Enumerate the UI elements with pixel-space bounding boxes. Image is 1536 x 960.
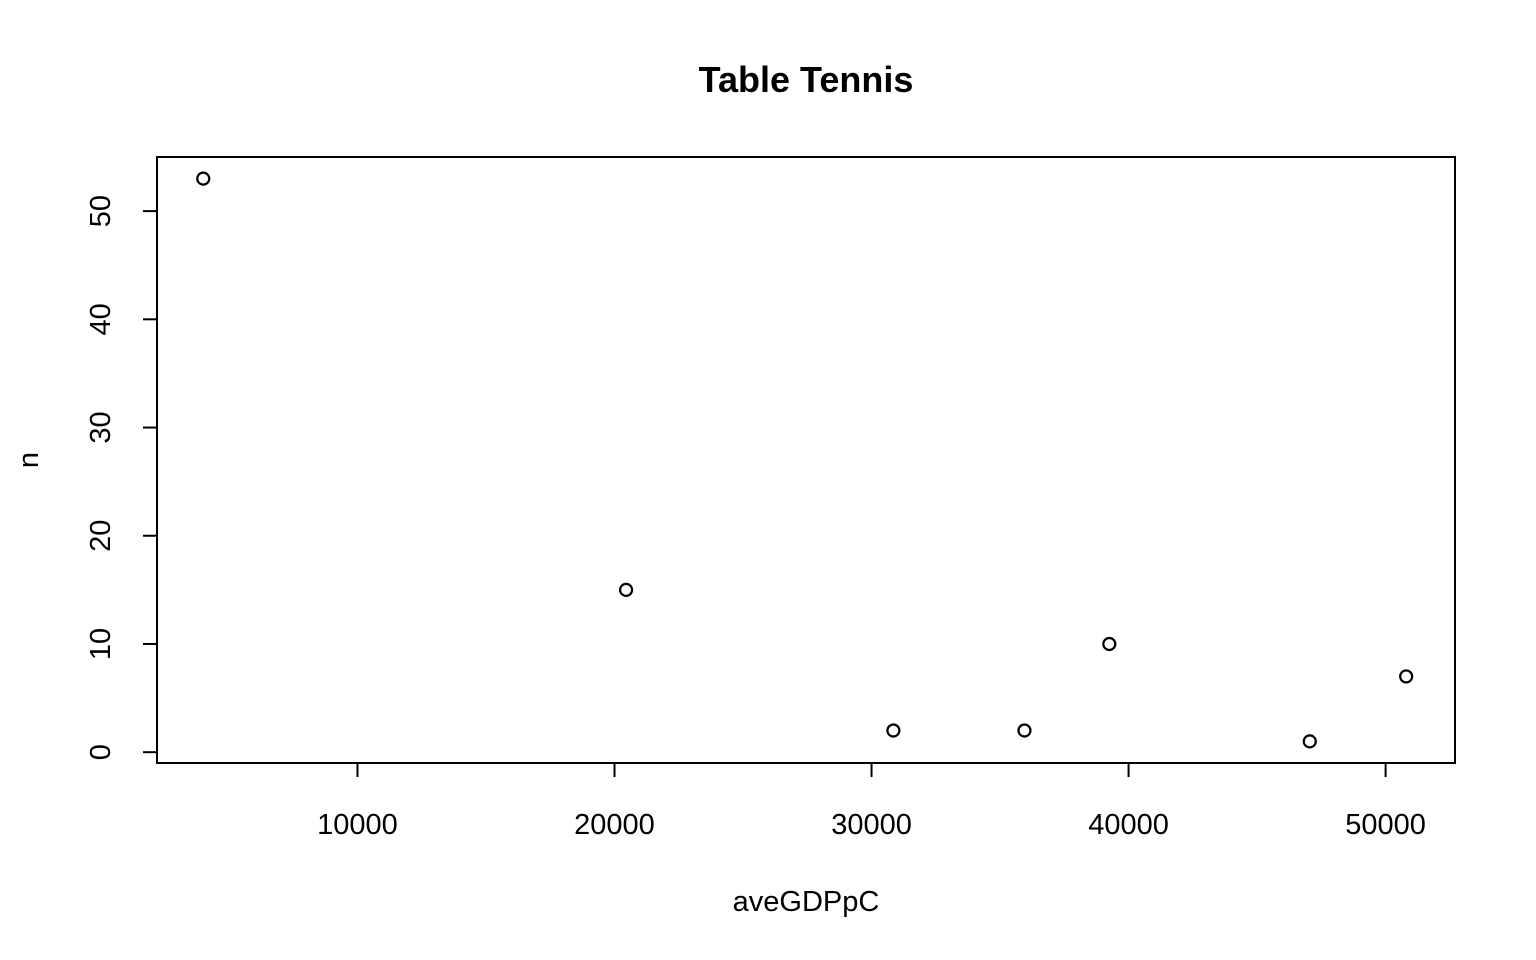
data-point xyxy=(886,723,901,738)
plot-frame xyxy=(156,156,1456,764)
x-tick-label: 10000 xyxy=(317,809,398,841)
y-tick-label: 0 xyxy=(85,744,117,760)
y-tick-label: 50 xyxy=(85,195,117,227)
x-tick-label: 20000 xyxy=(574,809,655,841)
x-axis-label: aveGDPpC xyxy=(733,886,880,918)
data-point xyxy=(1017,723,1032,738)
data-point xyxy=(1302,734,1317,749)
data-points xyxy=(196,171,1414,749)
y-axis: 0 10 20 30 40 50 xyxy=(85,195,158,760)
y-axis-label: n xyxy=(13,452,45,468)
x-tick-label: 50000 xyxy=(1345,809,1426,841)
data-point xyxy=(1399,669,1414,684)
y-tick-label: 10 xyxy=(85,628,117,660)
x-tick-label: 40000 xyxy=(1088,809,1169,841)
x-tick-label: 30000 xyxy=(831,809,912,841)
data-point xyxy=(1102,636,1117,652)
x-axis: 10000 20000 30000 40000 50000 xyxy=(317,762,1426,841)
chart-title: Table Tennis xyxy=(699,59,914,100)
y-tick-label: 40 xyxy=(85,303,117,335)
y-tick-label: 20 xyxy=(85,520,117,552)
y-tick-label: 30 xyxy=(85,411,117,443)
data-point xyxy=(618,582,634,597)
data-point xyxy=(196,171,211,186)
